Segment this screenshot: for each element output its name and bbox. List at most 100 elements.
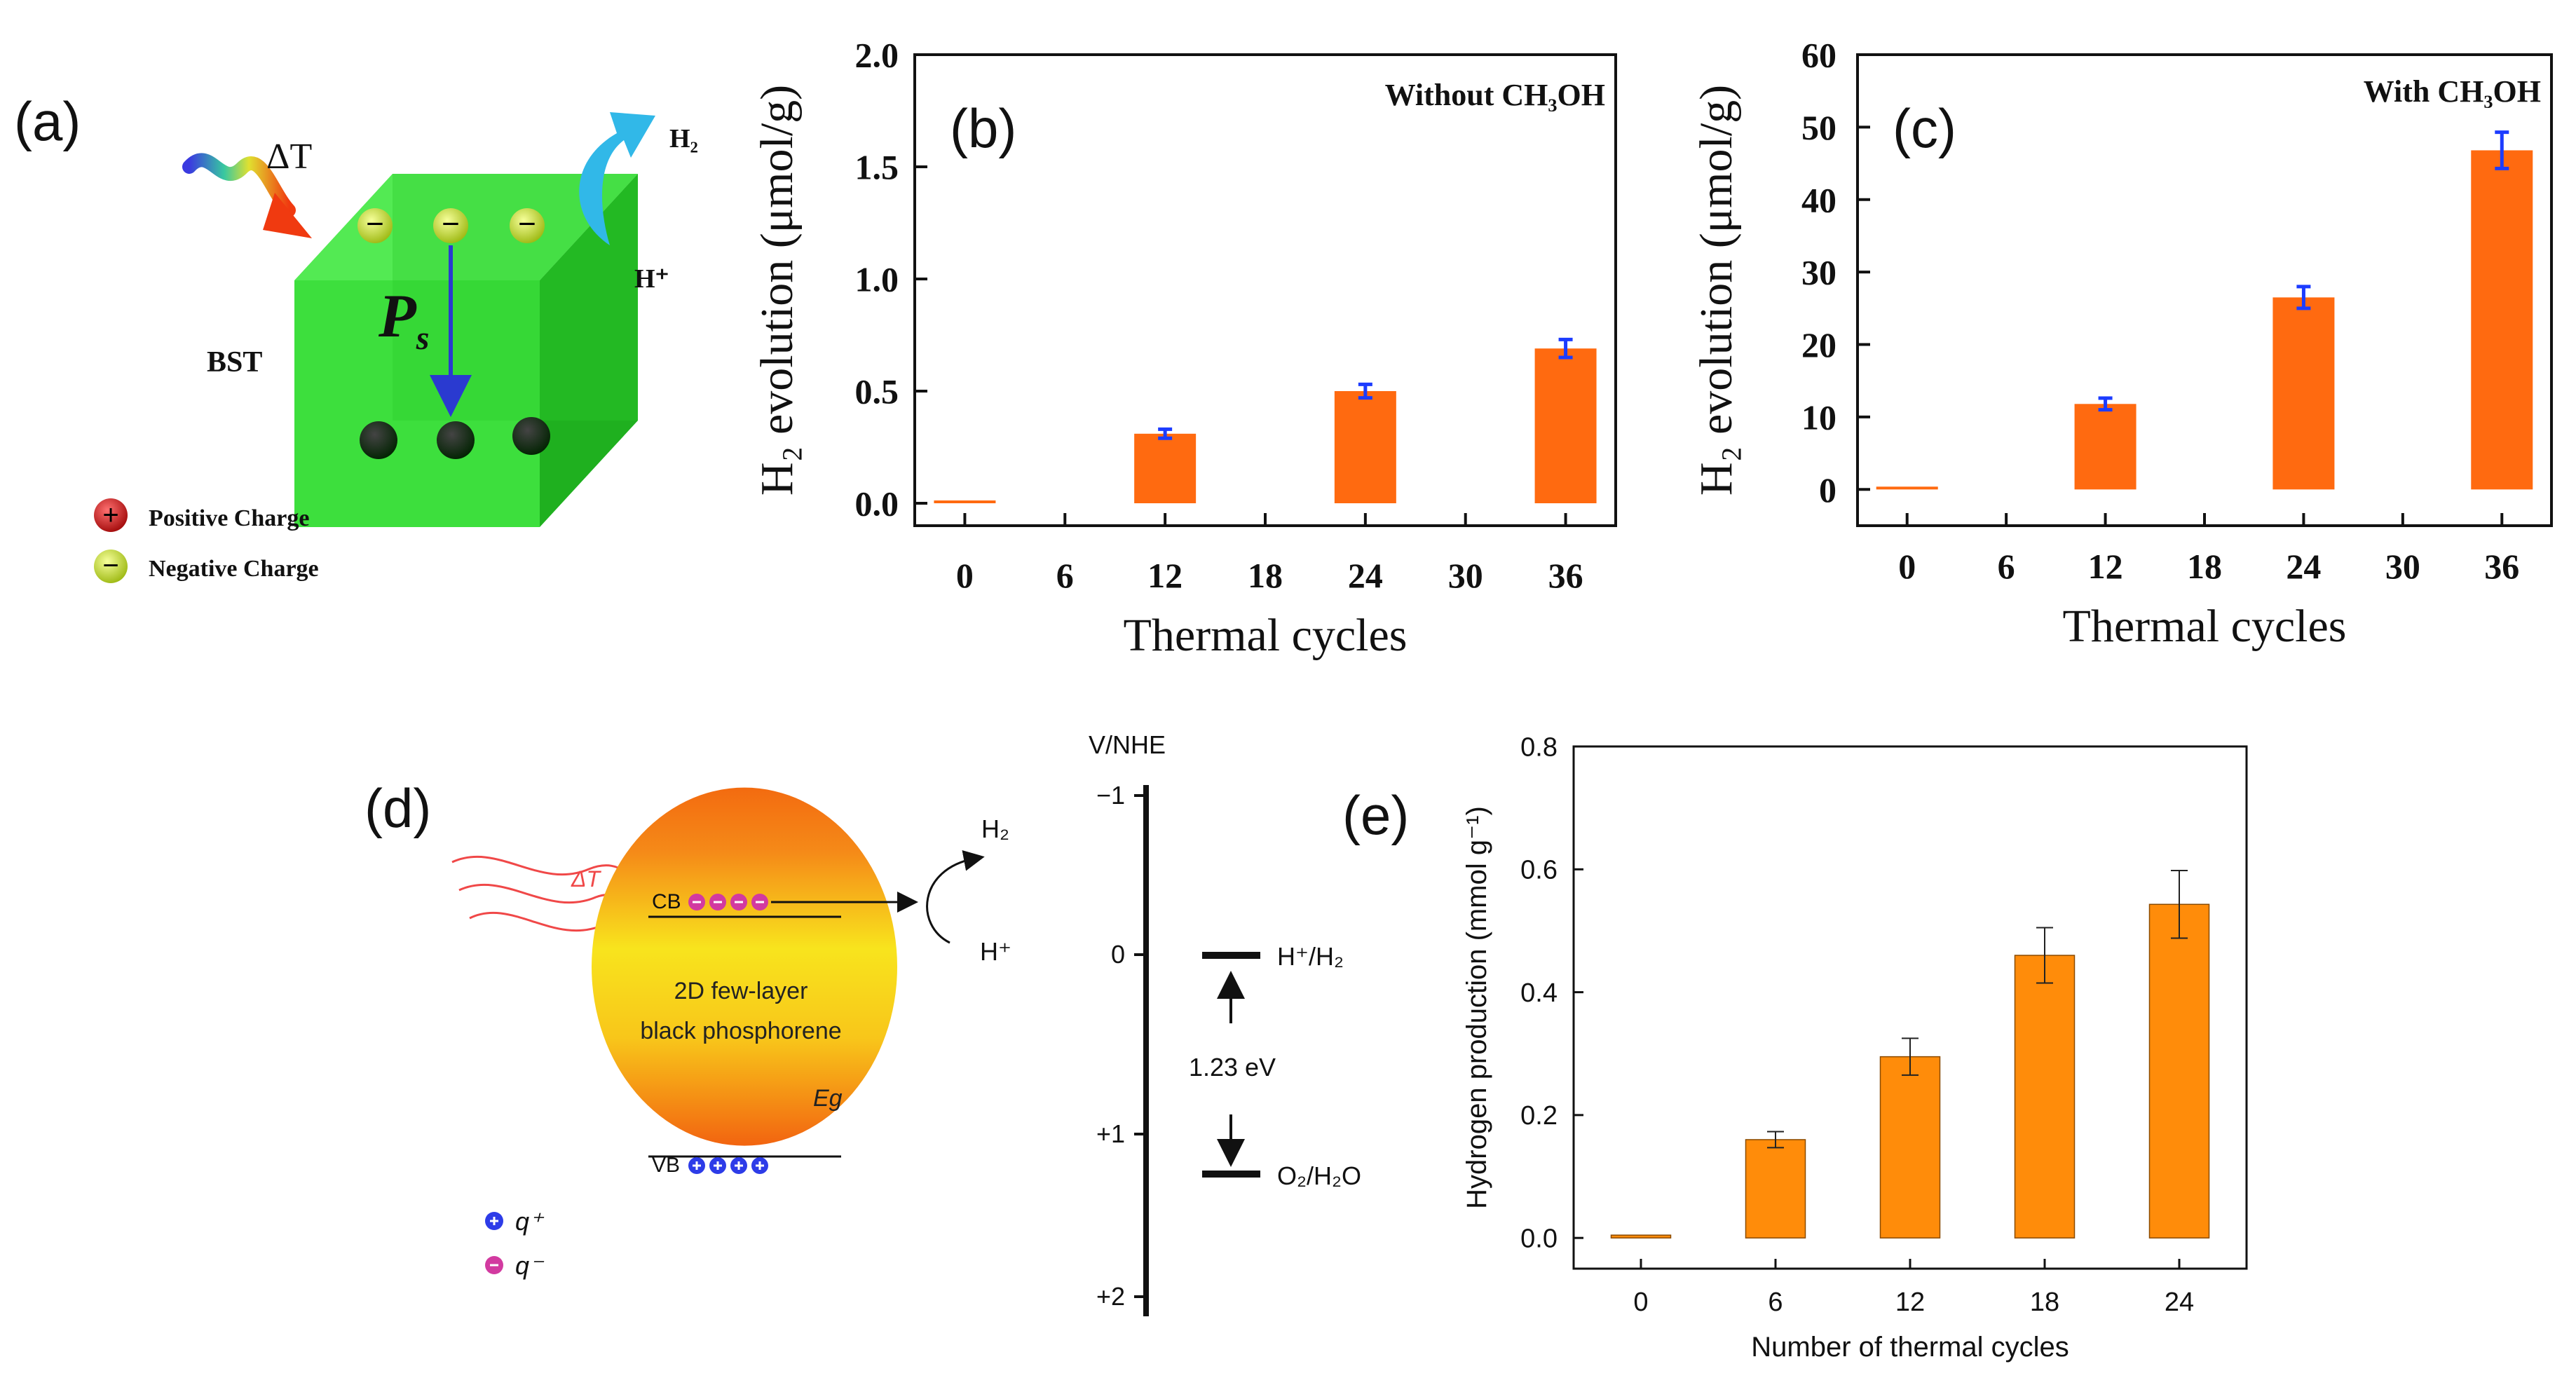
cb-negative-charges: [688, 894, 768, 910]
x-axis-label: Number of thermal cycles: [1751, 1332, 2069, 1363]
bar: [2471, 150, 2533, 490]
x-tick-label: 6: [1056, 556, 1074, 595]
svg-text:−: −: [442, 207, 460, 241]
hplus-label-a: H⁺: [634, 264, 669, 294]
y-axis-label: H₂ evolution (μmol/g): [1691, 85, 1742, 496]
y-tick-label: 50: [1801, 108, 1836, 147]
h2-label-a: H₂: [669, 124, 698, 153]
y-tick-label: 2.0: [855, 36, 899, 75]
y-tick-label: 20: [1801, 325, 1836, 364]
h2-release-arrow: [579, 112, 655, 245]
bar: [2272, 297, 2335, 490]
material-line2: black phosphorene: [640, 1018, 841, 1044]
x-tick-label: 18: [1248, 556, 1283, 595]
svg-text:−: −: [102, 550, 118, 581]
y-tick-label: 1.5: [855, 148, 899, 187]
y-tick-label: 0.0: [1520, 1224, 1558, 1253]
tick-plus2: +2: [1096, 1282, 1125, 1311]
panel-label-a: (a): [14, 90, 81, 152]
panel-d-schematic: ΔT CB 2D few-layer black phosphorene Eg …: [451, 730, 1361, 1316]
delta-t-d: ΔT: [571, 866, 601, 892]
svg-text:−: −: [518, 207, 536, 241]
svg-text:+: +: [102, 500, 118, 531]
svg-text:q⁺: q⁺: [515, 1207, 545, 1236]
delta-t-a: ΔT: [266, 137, 312, 177]
x-tick-label: 18: [2030, 1288, 2059, 1317]
h-reduction-curve: [926, 850, 985, 944]
cb-label: CB: [652, 890, 681, 913]
chart-title: Without CH₃OH: [1385, 78, 1605, 112]
h2-label-d: H₂: [981, 814, 1009, 843]
x-tick-label: 12: [1147, 556, 1183, 595]
x-tick-label: 0: [1898, 547, 1916, 586]
bar: [2074, 404, 2137, 490]
x-axis-label: Thermal cycles: [1124, 610, 1408, 661]
chart-title: With CH₃OH: [2364, 74, 2541, 109]
y-tick-label: 10: [1801, 397, 1836, 437]
h-level-label: H⁺/H₂: [1277, 942, 1344, 971]
chart-c-frame: [1856, 53, 2553, 527]
chart-b-frame: [913, 53, 1617, 527]
cube-front-face: [294, 280, 540, 527]
panel-label-e: (e): [1342, 784, 1410, 846]
bar: [1534, 348, 1597, 503]
bar: [1610, 1234, 1672, 1239]
x-tick-label: 18: [2187, 547, 2222, 586]
y-axis-label: H₂ evolution (μmol/g): [751, 85, 803, 496]
bar: [1745, 1139, 1806, 1239]
panel-label-d: (d): [364, 777, 432, 839]
bar: [2148, 903, 2210, 1239]
bar: [2014, 955, 2076, 1239]
hplus-label-d: H⁺: [980, 937, 1011, 966]
y-tick-label: 0.0: [855, 484, 899, 524]
bar: [1879, 1056, 1941, 1239]
bar: [934, 500, 996, 503]
panel-label-c: (c): [1893, 97, 1956, 159]
o-level-label: O₂/H₂O: [1277, 1161, 1361, 1190]
potential-ticks: [1134, 794, 1146, 1298]
x-tick-label: 36: [2484, 547, 2519, 586]
cube-right-face: [540, 174, 638, 527]
q-legend: q⁺ q⁻: [485, 1207, 545, 1280]
heat-wave-arrow: [182, 153, 296, 217]
x-tick-label: 24: [2165, 1288, 2194, 1317]
vb-positive-charges: [688, 1157, 768, 1174]
x-tick-label: 0: [956, 556, 974, 595]
x-axis-label: Thermal cycles: [2063, 601, 2347, 652]
bar: [1334, 391, 1396, 503]
x-tick-label: 0: [1633, 1288, 1648, 1317]
bar: [1134, 433, 1197, 503]
y-tick-label: 0.8: [1520, 732, 1558, 762]
bar: [1876, 486, 1938, 490]
y-tick-label: 1.0: [855, 260, 899, 299]
panel-a-schematic: − − − Ps BST ΔT H₂ H⁺ + Positive Charge …: [94, 112, 698, 583]
y-tick-label: 60: [1801, 36, 1836, 75]
x-tick-label: 6: [1998, 547, 2015, 586]
svg-text:−: −: [366, 207, 384, 241]
x-tick-label: 30: [2385, 547, 2420, 586]
tick-minus1: −1: [1096, 781, 1125, 810]
bottom-charges: [360, 417, 550, 459]
x-tick-label: 24: [1348, 556, 1383, 595]
y-tick-label: 40: [1801, 180, 1836, 219]
svg-text:q⁻: q⁻: [515, 1251, 545, 1280]
svg-text:Negative Charge: Negative Charge: [149, 556, 319, 582]
y-tick-label: 0.2: [1520, 1101, 1558, 1131]
x-tick-label: 24: [2286, 547, 2321, 586]
y-tick-label: 0.5: [855, 372, 899, 411]
svg-text:Positive Charge: Positive Charge: [149, 505, 309, 531]
x-tick-label: 6: [1768, 1288, 1783, 1317]
y-tick-label: 0.4: [1520, 978, 1558, 1008]
y-tick-label: 0.6: [1520, 856, 1558, 885]
y-tick-label: 0: [1819, 470, 1836, 510]
top-negative-charges: − − −: [357, 207, 545, 243]
material-line1: 2D few-layer: [674, 978, 808, 1004]
y-tick-label: 30: [1801, 253, 1836, 292]
charge-legend: + Positive Charge − Negative Charge: [94, 498, 319, 583]
x-tick-label: 36: [1548, 556, 1583, 595]
phosphorene-sphere: [592, 787, 897, 1146]
gap-label: 1.23 eV: [1189, 1053, 1276, 1082]
tick-0: 0: [1111, 940, 1125, 969]
panel-label-b: (b): [950, 97, 1017, 159]
vnhe-title: V/NHE: [1089, 730, 1166, 759]
